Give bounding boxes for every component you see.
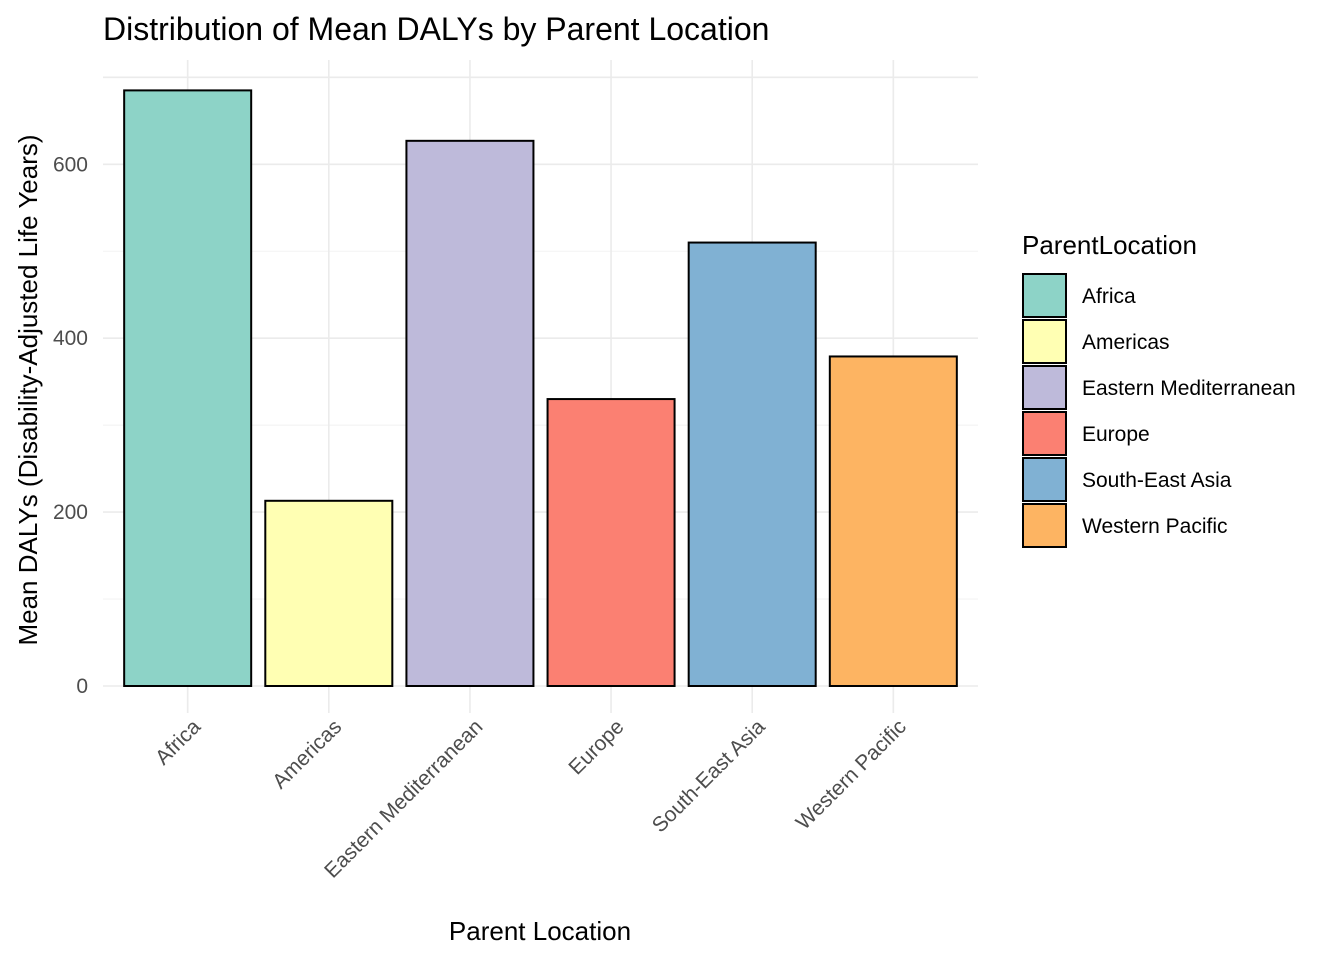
- bars: [123, 89, 958, 688]
- x-tick-label: South-East Asia: [648, 715, 770, 837]
- bar-eastern-mediterranean: [405, 139, 535, 688]
- x-tick-label: Europe: [564, 715, 628, 779]
- legend: ParentLocation Africa Americas Eastern Med…: [1022, 230, 1296, 548]
- legend-label: Americas: [1082, 331, 1170, 354]
- y-tick-label: 200: [53, 501, 88, 524]
- legend-label: Eastern Mediterranean: [1082, 377, 1296, 400]
- x-tick-label: Africa: [151, 715, 205, 769]
- y-axis-ticks: 0 200 400 600: [53, 153, 88, 698]
- bar-africa: [123, 89, 253, 687]
- chart-title: Distribution of Mean DALYs by Parent Loc…: [103, 11, 769, 47]
- bar-europe: [546, 398, 676, 687]
- y-axis-title: Mean DALYs (Disability-Adjusted Life Yea…: [13, 134, 43, 645]
- x-tick-label: Eastern Mediterranean: [320, 715, 487, 882]
- legend-label: South-East Asia: [1082, 469, 1232, 492]
- legend-key: [1022, 319, 1067, 364]
- legend-label: Africa: [1082, 285, 1136, 308]
- legend-items: Africa Americas Eastern Mediterranean Europ…: [1022, 273, 1296, 548]
- legend-key: [1022, 503, 1067, 548]
- bar-south-east-asia: [687, 241, 817, 687]
- y-tick-label: 0: [76, 675, 88, 698]
- y-tick-label: 600: [53, 153, 88, 176]
- legend-label: Europe: [1082, 423, 1150, 446]
- x-axis-title: Parent Location: [449, 916, 631, 946]
- legend-key: [1022, 457, 1067, 502]
- bar-western-pacific: [828, 355, 958, 687]
- x-tick-label: Americas: [268, 715, 346, 793]
- legend-key: [1022, 411, 1067, 456]
- x-tick-label: Western Pacific: [792, 715, 911, 834]
- y-tick-label: 400: [53, 327, 88, 350]
- legend-key: [1022, 365, 1067, 410]
- bar-americas: [264, 499, 394, 688]
- legend-key: [1022, 273, 1067, 318]
- legend-label: Western Pacific: [1082, 515, 1228, 538]
- legend-title: ParentLocation: [1022, 230, 1197, 260]
